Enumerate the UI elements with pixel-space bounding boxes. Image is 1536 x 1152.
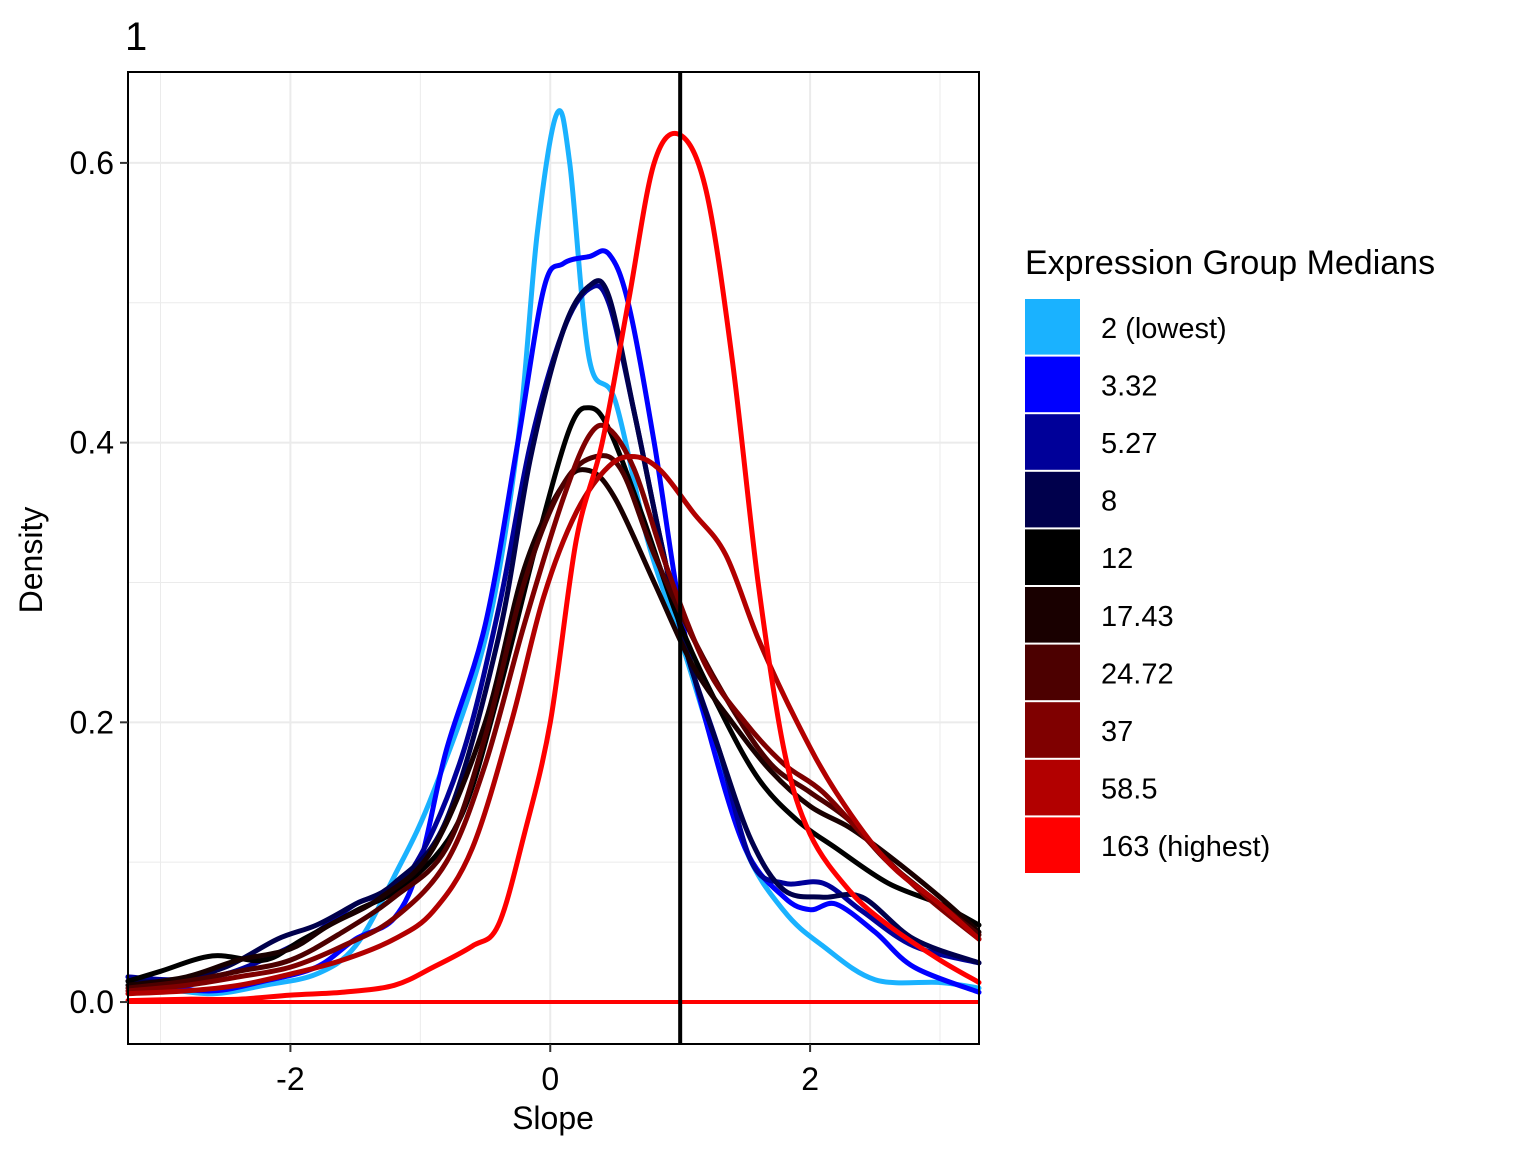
legend-swatch (1025, 644, 1080, 701)
legend-swatch (1025, 817, 1080, 873)
legend-swatch (1025, 356, 1080, 413)
legend-items: 2 (lowest) 3.32 5.27 8 12 17.43 24.72 37 58.5 163… (1025, 299, 1270, 873)
y-tick-label: 0.0 (70, 984, 114, 1020)
series-line (125, 467, 982, 988)
series-line (125, 422, 982, 994)
legend-swatch (1025, 587, 1080, 643)
legend-label: 24.72 (1101, 658, 1174, 690)
x-tick-label: 2 (801, 1061, 819, 1097)
panel-tag: 1 (125, 15, 147, 59)
legend-swatch (1025, 471, 1080, 528)
legend-label: 5.27 (1101, 428, 1157, 460)
series-lines (125, 108, 982, 1004)
x-axis-title: Slope (512, 1100, 594, 1136)
x-tick-label: 0 (541, 1061, 559, 1097)
legend-label: 12 (1101, 543, 1133, 575)
x-tick-label: -2 (276, 1061, 304, 1097)
plot-panel-border (127, 71, 980, 1045)
legend-label: 2 (lowest) (1101, 313, 1227, 345)
legend-label: 8 (1101, 486, 1117, 518)
legend-label: 3.32 (1101, 370, 1157, 402)
legend-swatch (1025, 702, 1080, 758)
series-line (125, 283, 982, 983)
legend-label: 37 (1101, 716, 1133, 748)
grid (128, 72, 979, 1044)
legend-swatch (1025, 529, 1080, 585)
y-tick-label: 0.6 (70, 145, 114, 181)
legend-swatch (1025, 299, 1080, 355)
legend-label: 17.43 (1101, 601, 1174, 633)
legend-title: Expression Group Medians (1025, 244, 1435, 282)
legend: Expression Group Medians 2 (lowest) 3.32 5… (1025, 244, 1435, 873)
series-line (125, 278, 982, 985)
y-axis-title: Density (13, 507, 49, 614)
y-tick-label: 0.4 (70, 425, 114, 461)
y-axis-ticks: 0.0 0.2 0.4 0.6 (70, 145, 128, 1020)
x-axis-ticks: -2 0 2 (276, 1044, 819, 1097)
series-line (125, 130, 982, 1004)
legend-label: 58.5 (1101, 774, 1157, 806)
legend-swatch (1025, 414, 1080, 470)
series-line (125, 405, 982, 984)
legend-swatch (1025, 759, 1080, 816)
series-line (125, 453, 982, 991)
legend-label: 163 (highest) (1101, 831, 1270, 863)
y-tick-label: 0.2 (70, 704, 114, 740)
